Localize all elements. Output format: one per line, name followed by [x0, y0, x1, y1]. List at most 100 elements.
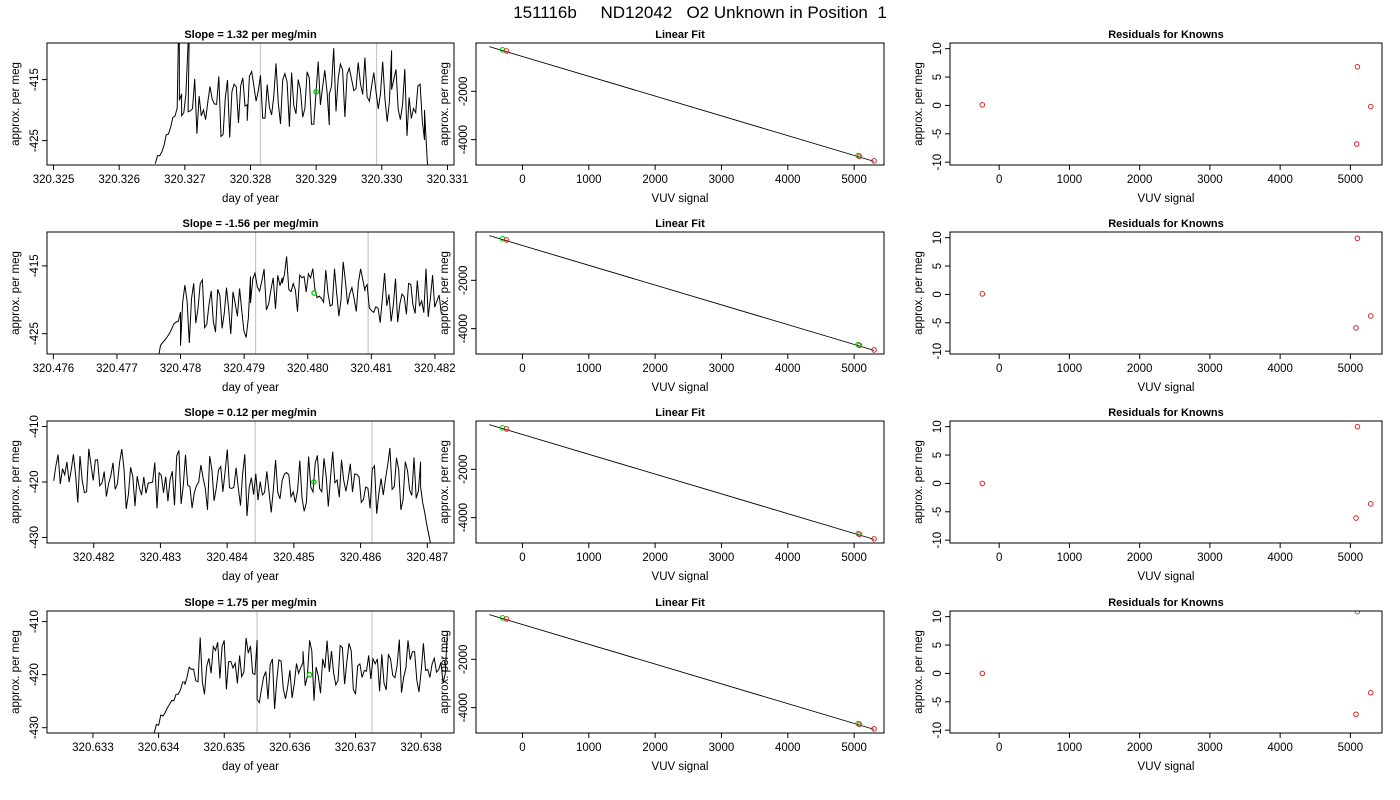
y-tick-label: -4000 — [458, 125, 470, 154]
x-tick-label: 320.636 — [269, 742, 311, 754]
red-point — [1353, 141, 1360, 147]
plot-frame — [949, 42, 1383, 166]
y-tick-label: 5 — [932, 74, 944, 80]
red-point — [856, 531, 863, 538]
y-tick-label: 0 — [932, 291, 944, 297]
x-tick-label: 0 — [519, 363, 525, 375]
panel-0-1: Linear Fit 0 1000 2000 3000 4000 5000 -2000 -400… — [439, 29, 885, 205]
y-tick-label: -5 — [932, 697, 944, 707]
panel-1-1: Linear Fit 0 1000 2000 3000 4000 5000 -2000 -400… — [439, 218, 885, 394]
highlight-point — [313, 88, 319, 95]
red-point — [979, 102, 986, 108]
red-point — [871, 158, 877, 164]
x-tick-label: 2000 — [1127, 174, 1153, 186]
red-point — [1353, 711, 1359, 718]
x-tick-label: 3000 — [709, 552, 735, 564]
x-tick-label: 0 — [996, 174, 1002, 186]
y-axis-label: approx. per meg — [439, 62, 451, 146]
x-tick-label: 5000 — [841, 363, 867, 375]
fit-line — [489, 46, 875, 162]
x-axis-label: VUV signal — [1138, 761, 1195, 773]
panel-0-0: Slope = 1.32 per meg/min 320.325 320.326 32… — [10, 29, 468, 205]
fit-line — [489, 235, 875, 351]
x-tick-label: 320.635 — [203, 742, 245, 754]
panel-3-0: Slope = 1.75 per meg/min 320.633 320.634 32… — [10, 597, 455, 773]
x-tick-label: 0 — [519, 552, 525, 564]
x-tick-label: 0 — [996, 742, 1002, 754]
y-tick-label: -10 — [932, 532, 944, 549]
x-tick-label: 5000 — [1338, 174, 1364, 186]
x-tick-label: 4000 — [1267, 552, 1293, 564]
y-tick-label: -410 — [29, 610, 41, 633]
x-axis-label: VUV signal — [652, 382, 709, 394]
red-point — [503, 237, 510, 243]
y-axis-label: approx. per meg — [913, 630, 925, 714]
y-axis-label: approx. per meg — [913, 440, 925, 524]
red-point — [856, 153, 863, 160]
x-tick-label: 4000 — [1267, 174, 1293, 186]
x-tick-label: 5000 — [1338, 742, 1364, 754]
y-tick-label: 10 — [932, 231, 944, 244]
x-tick-label: 320.476 — [33, 363, 75, 375]
x-tick-label: 2000 — [1127, 363, 1153, 375]
x-tick-label: 1000 — [576, 552, 602, 564]
y-tick-label: -5 — [932, 129, 944, 139]
red-point — [503, 426, 510, 432]
x-tick-label: 2000 — [642, 742, 668, 754]
y-axis-label: approx. per meg — [439, 630, 451, 714]
x-tick-label: 3000 — [1197, 552, 1223, 564]
panel-0-2: Residuals for Knowns 0 1000 2000 3000 4000 500… — [913, 29, 1383, 205]
fit-line — [489, 424, 875, 540]
y-tick-label: -415 — [29, 254, 41, 277]
y-axis-label: approx. per meg — [10, 251, 22, 335]
panel-2-2: Residuals for Knowns 0 1000 2000 3000 4000 500… — [913, 407, 1383, 583]
y-tick-label: -420 — [29, 663, 41, 686]
panel-title: Residuals for Knowns — [1108, 218, 1224, 230]
panel-title: Linear Fit — [655, 29, 705, 41]
plot-frame — [949, 420, 1383, 544]
x-tick-label: 320.482 — [414, 363, 456, 375]
plot-area — [489, 614, 877, 732]
x-tick-label: 320.330 — [361, 174, 403, 186]
x-tick-label: 1000 — [1057, 363, 1083, 375]
x-tick-label: 2000 — [642, 363, 668, 375]
red-point — [1367, 313, 1374, 319]
x-tick-label: 5000 — [1338, 552, 1364, 564]
red-point — [1354, 64, 1361, 70]
y-tick-label: -5 — [932, 318, 944, 328]
y-axis-label: approx. per meg — [913, 62, 925, 146]
x-tick-label: 320.485 — [273, 552, 315, 564]
x-axis-label: VUV signal — [1138, 382, 1195, 394]
x-tick-label: 5000 — [1338, 363, 1364, 375]
x-tick-label: 1000 — [1057, 174, 1083, 186]
y-axis-label: approx. per meg — [439, 251, 451, 335]
panel-1-2: Residuals for Knowns 0 1000 2000 3000 4000 500… — [913, 218, 1383, 394]
panel-title: Linear Fit — [655, 597, 705, 609]
x-tick-label: 320.477 — [96, 363, 138, 375]
x-tick-label: 3000 — [709, 742, 735, 754]
y-tick-label: 5 — [932, 263, 944, 269]
x-axis-label: VUV signal — [1138, 571, 1195, 583]
x-tick-label: 320.331 — [427, 174, 469, 186]
red-point — [979, 291, 986, 297]
x-tick-label: 320.480 — [287, 363, 329, 375]
y-tick-label: -425 — [29, 129, 41, 152]
plot-frame — [949, 610, 1383, 734]
data-series-line — [158, 256, 442, 354]
x-axis-label: day of year — [222, 571, 279, 583]
red-point — [871, 726, 877, 732]
panel-title: Linear Fit — [655, 218, 705, 230]
x-tick-label: 1000 — [1057, 552, 1083, 564]
x-tick-label: 2000 — [642, 552, 668, 564]
y-tick-label: 10 — [932, 420, 944, 433]
x-tick-label: 0 — [996, 552, 1002, 564]
y-tick-label: -420 — [29, 470, 41, 493]
red-point — [1353, 515, 1359, 521]
plot-area — [979, 611, 1374, 718]
red-point — [1354, 235, 1361, 242]
panel-title: Slope = 0.12 per meg/min — [184, 407, 317, 419]
data-series-line — [154, 43, 428, 165]
x-tick-label: 1000 — [1057, 742, 1083, 754]
x-tick-label: 4000 — [1267, 742, 1293, 754]
